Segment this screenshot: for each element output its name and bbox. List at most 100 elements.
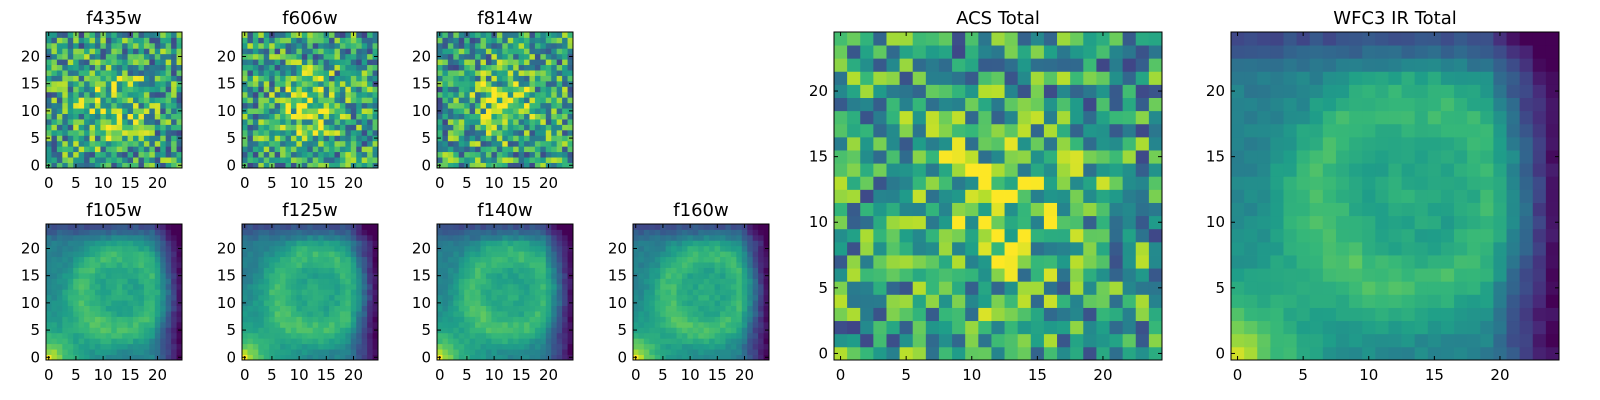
heatmap-cell <box>529 119 536 125</box>
heatmap-cell <box>329 119 335 125</box>
heatmap-cell <box>67 75 74 82</box>
heatmap-cell <box>518 80 525 87</box>
heatmap-cell <box>475 113 481 120</box>
heatmap-cell <box>938 268 953 282</box>
heatmap-cell <box>127 251 134 258</box>
heatmap-cell <box>475 354 481 361</box>
heatmap-cell <box>252 305 259 312</box>
heatmap-cell <box>534 70 541 76</box>
heatmap-cell <box>562 113 568 120</box>
heatmap-cell <box>312 245 319 252</box>
heatmap-cell <box>100 321 107 328</box>
heatmap-cell <box>51 53 58 60</box>
heatmap-cell <box>556 316 563 323</box>
heatmap-cell <box>899 294 914 308</box>
heatmap-cell <box>513 53 519 60</box>
heatmap-cell <box>84 162 90 169</box>
heatmap-cell <box>165 97 172 104</box>
heatmap-cell <box>356 146 363 153</box>
heatmap-cell <box>556 321 563 328</box>
heatmap-cell <box>502 37 509 44</box>
heatmap-cell <box>350 256 357 263</box>
heatmap-cell <box>258 113 265 120</box>
heatmap-cell <box>502 48 509 55</box>
heatmap-cell <box>318 327 324 334</box>
heatmap-cell <box>698 278 705 285</box>
heatmap-cell <box>290 37 297 44</box>
heatmap-cell <box>247 349 254 355</box>
heatmap-cell <box>361 70 368 76</box>
heatmap-cell <box>274 70 281 76</box>
heatmap-cell <box>171 108 177 114</box>
heatmap-cell <box>638 294 645 301</box>
heatmap-cell <box>367 332 373 339</box>
heatmap-cell <box>165 53 172 60</box>
heatmap-cell <box>437 251 443 258</box>
heatmap-cell <box>46 338 52 345</box>
heatmap-cell <box>464 113 471 120</box>
heatmap-cell <box>1135 294 1150 308</box>
heatmap-cell <box>345 305 352 312</box>
heatmap-cell <box>242 283 248 290</box>
heatmap-cell <box>540 102 547 109</box>
heatmap-cell <box>709 229 715 236</box>
heatmap-cell <box>334 37 341 44</box>
heatmap-cell <box>491 240 498 247</box>
heatmap-cell <box>361 37 368 44</box>
heatmap-cell <box>73 327 80 334</box>
heatmap-cell <box>361 119 368 125</box>
heatmap-cell <box>285 251 292 258</box>
heatmap-cell <box>94 349 101 355</box>
heatmap-cell <box>1043 346 1058 361</box>
heatmap-cell <box>545 245 552 252</box>
heatmap-cell <box>524 146 530 153</box>
heatmap-cell <box>1057 215 1071 230</box>
heatmap-cell <box>154 91 161 98</box>
heatmap-cell <box>290 332 297 339</box>
heatmap-cell <box>143 48 150 55</box>
heatmap-cell <box>747 316 754 323</box>
heatmap-cell <box>318 278 324 285</box>
heatmap-cell <box>507 267 514 274</box>
heatmap-cell <box>529 151 536 158</box>
heatmap-cell <box>356 245 363 252</box>
heatmap-cell <box>485 354 492 361</box>
heatmap-cell <box>720 267 726 274</box>
heatmap-cell <box>447 343 454 350</box>
heatmap-cell <box>480 338 487 345</box>
heatmap-cell <box>263 251 270 258</box>
heatmap-cell <box>513 157 519 163</box>
heatmap-cell <box>978 202 992 217</box>
heatmap-cell <box>301 224 308 230</box>
heatmap-cell <box>165 129 172 136</box>
heatmap-cell <box>513 262 519 268</box>
heatmap-cell <box>502 42 509 49</box>
heatmap-cell <box>323 305 330 312</box>
heatmap-cell <box>51 251 58 258</box>
heatmap-cell <box>524 256 530 263</box>
heatmap-cell <box>480 240 487 247</box>
heatmap-cell <box>703 294 710 301</box>
heatmap-cell <box>301 140 308 147</box>
heatmap-cell <box>545 70 552 76</box>
heatmap-cell <box>551 140 558 147</box>
heatmap-cell <box>318 256 324 263</box>
heatmap-cell <box>100 151 107 158</box>
heatmap-cell <box>356 349 363 355</box>
heatmap-cell <box>307 135 314 142</box>
heatmap-cell <box>545 64 552 71</box>
heatmap-cell <box>296 102 303 109</box>
heatmap-cell <box>720 278 726 285</box>
heatmap-cell <box>665 283 672 290</box>
heatmap-cell <box>290 108 297 114</box>
heatmap-cell <box>730 321 737 328</box>
plot-frame <box>45 31 183 169</box>
heatmap-cell <box>329 240 335 247</box>
heatmap-cell <box>301 59 308 66</box>
heatmap-cell <box>171 278 177 285</box>
heatmap-cell <box>258 80 265 87</box>
heatmap-cell <box>736 338 743 345</box>
heatmap-cell <box>725 289 732 296</box>
heatmap-cell <box>258 240 265 247</box>
heatmap-cell <box>556 124 563 131</box>
